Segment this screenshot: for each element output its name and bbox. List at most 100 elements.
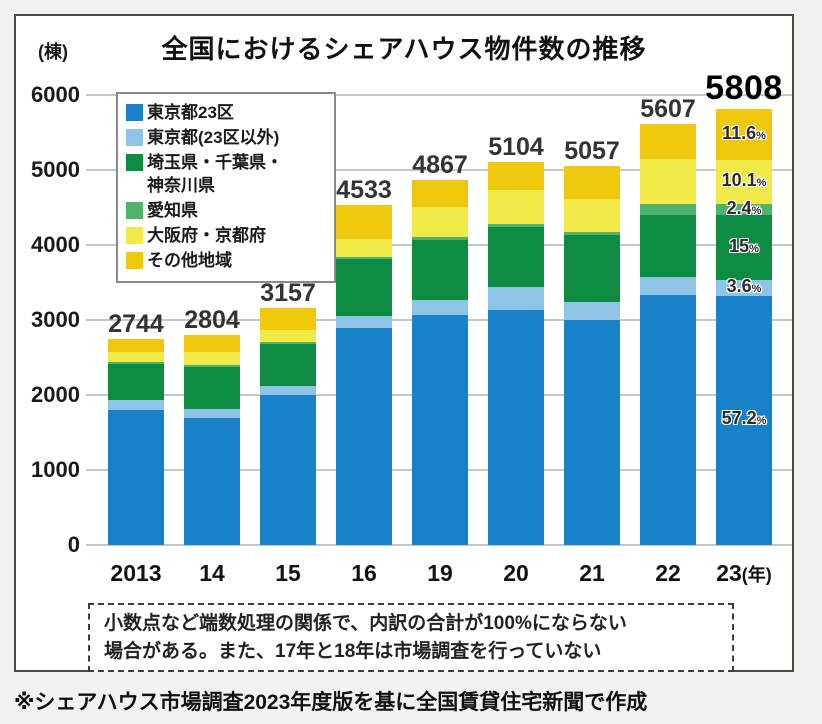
plot-area: 0 1000 2000 3000 4000 5000 6000 2744 2013 2804 14 3…: [16, 16, 792, 670]
bar-segment: [336, 257, 392, 259]
chart-panel: (棟) 全国におけるシェアハウス物件数の推移 0 1000 2000 3000 4000…: [14, 14, 794, 673]
y-axis-tick-label: 2000: [31, 382, 80, 407]
legend-label: 愛知県: [147, 201, 198, 220]
bar-segment: [260, 344, 316, 386]
percent-sign: %: [749, 242, 759, 255]
segment-percent-label: 3.6%: [726, 276, 762, 296]
bar-segment: [336, 327, 392, 545]
bar-segment: [640, 158, 696, 204]
legend-label: その他地域: [147, 251, 232, 270]
bar-segment: [640, 215, 696, 278]
bar-segment: [412, 179, 468, 207]
bar-segment: [640, 277, 696, 296]
bar-segment: [716, 109, 772, 161]
bar-total-label: 5607: [640, 95, 696, 124]
legend-item: 東京都23区: [124, 101, 328, 124]
x-axis-tick-label: 22: [655, 560, 681, 586]
bar-total-label: 2744: [108, 310, 164, 339]
footnote-line-2: 場合がある。また、17年と18年は市場調査を行っていない: [104, 640, 602, 662]
bar-segment: [260, 386, 316, 395]
bar-segment: [564, 232, 620, 236]
x-axis-tick-label: 21: [579, 560, 605, 586]
legend-label: 東京都(23区以外): [147, 128, 280, 147]
percent-sign: %: [751, 283, 762, 295]
bar-segment: [488, 227, 544, 287]
legend-item: 愛知県: [124, 199, 328, 222]
bar-segment: [640, 203, 696, 215]
footnote-line-1: 小数点など端数処理の関係で、内訳の合計が100%にならない: [104, 613, 627, 634]
bar-segment: [412, 236, 468, 240]
bar-segment: [640, 295, 696, 545]
bar-segment: [716, 214, 772, 281]
legend-item: 大阪府・京都府: [124, 224, 328, 247]
legend-swatch: [126, 252, 143, 269]
gridline: [86, 169, 792, 171]
legend-label: 東京都23区: [147, 103, 234, 122]
bar-segment: [488, 190, 544, 224]
x-axis-tick-label: 14: [199, 560, 225, 586]
percent-sign: %: [756, 129, 766, 142]
percent-sign: %: [756, 177, 767, 190]
bar-segment: [412, 206, 468, 237]
legend-swatch: [126, 227, 143, 244]
bar-segment: [564, 320, 620, 545]
bar-segment: [564, 302, 620, 320]
bar-segment: [184, 417, 240, 545]
legend-label: 埼玉県・千葉県・ 神奈川県: [147, 153, 283, 195]
legend-label: 大阪府・京都府: [147, 226, 266, 245]
segment-percent-label: 2.4%: [726, 197, 762, 218]
segment-percent-label: 11.6%: [722, 122, 766, 143]
bar-segment: [336, 205, 392, 239]
bar-segment: [412, 239, 468, 300]
bar-segment: [108, 351, 164, 362]
bar-segment: [108, 400, 164, 410]
bar-segment: [184, 367, 240, 410]
chart-title: 全国におけるシェアハウス物件数の推移: [161, 34, 647, 64]
bar-segment: [716, 280, 772, 296]
bar-segment: [716, 204, 772, 215]
bar-segment: [488, 287, 544, 311]
bar-total-label: 5808: [705, 69, 783, 108]
bar-segment: [336, 315, 392, 328]
percent-sign: %: [751, 204, 762, 217]
y-axis-tick-label: 0: [67, 532, 80, 557]
bar-segment: [488, 162, 544, 190]
bar-segment: [184, 334, 240, 352]
legend-swatch: [126, 129, 143, 146]
bar-segment: [108, 410, 164, 545]
y-axis-tick-label: 6000: [31, 82, 80, 107]
bar-segment: [488, 310, 544, 545]
segment-percent-label: 10.1%: [721, 170, 767, 191]
bar-segment: [564, 165, 620, 200]
x-axis-tick-label: 15: [275, 560, 301, 586]
legend: 東京都23区東京都(23区以外) 埼玉県・千葉県・ 神奈川県愛知県大阪府・京都府 その…: [116, 92, 336, 283]
footnote-box: 小数点など端数処理の関係で、内訳の合計が100%にならない 場合がある。また、1…: [88, 603, 734, 673]
bar-segment: [412, 314, 468, 545]
y-axis-tick-label: 3000: [31, 307, 80, 332]
legend-item: 埼玉県・千葉県・ 神奈川県: [124, 151, 328, 197]
bar-segment: [716, 295, 772, 545]
legend-swatch: [126, 202, 143, 219]
bar-total-label: 5104: [488, 133, 544, 162]
legend-swatch: [126, 154, 143, 171]
bar-total-label: 4533: [336, 176, 392, 205]
bar-segment: [260, 329, 316, 342]
bar-segment: [716, 160, 772, 205]
legend-item: 東京都(23区以外): [124, 126, 328, 149]
segment-percent-label: 15%: [729, 235, 759, 256]
source-attribution: ※シェアハウス市場調査2023年度版を基に全国賃貸住宅新聞で作成: [14, 691, 648, 714]
bar-total-label: 4867: [412, 150, 468, 179]
bar-segment: [488, 224, 544, 227]
bar-segment: [412, 299, 468, 315]
bar-segment: [108, 361, 164, 365]
y-axis-tick-label: 4000: [31, 232, 80, 257]
segment-percent-label: 57.2%: [721, 408, 767, 429]
bar-segment: [260, 341, 316, 344]
x-axis-tick-label: 19: [427, 560, 453, 586]
x-axis-tick-label: 16: [351, 560, 377, 586]
bar-segment: [564, 199, 620, 233]
bar-segment: [184, 365, 240, 368]
bar-segment: [260, 395, 316, 545]
legend-swatch: [126, 104, 143, 121]
